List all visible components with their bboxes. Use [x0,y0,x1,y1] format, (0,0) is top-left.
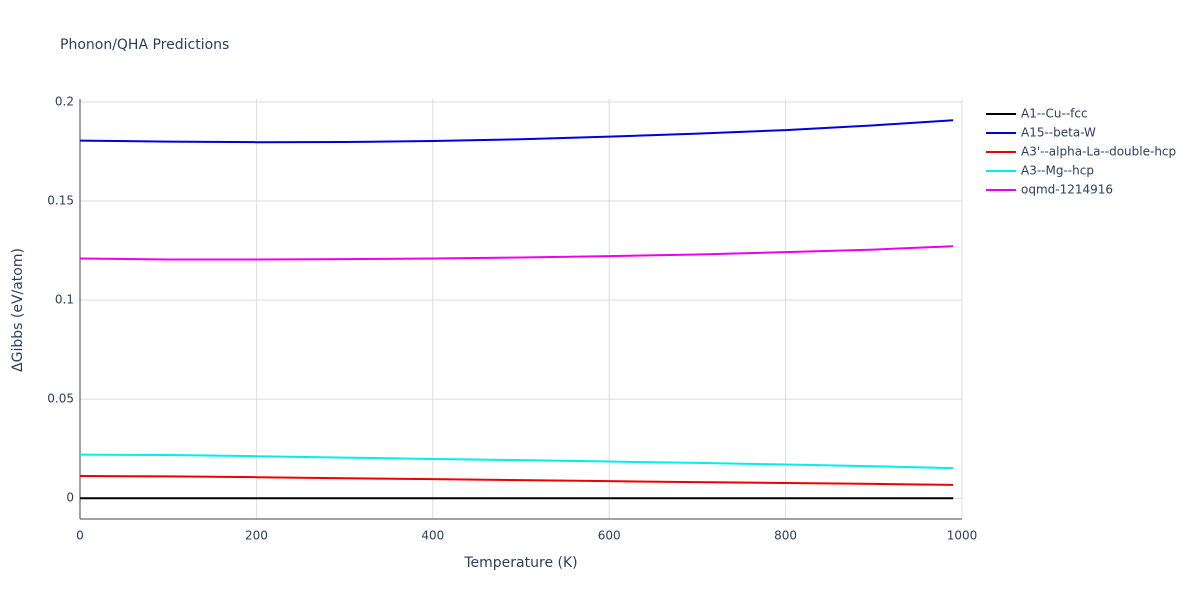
x-tick-label: 400 [421,529,444,543]
legend-label: A1--Cu--fcc [1021,107,1088,121]
chart-title: Phonon/QHA Predictions [60,37,229,53]
legend-label: A3'--alpha-La--double-hcp [1021,145,1176,159]
series-line [79,475,954,486]
legend-label: A3--Mg--hcp [1021,164,1094,178]
y-tick-label: 0 [66,491,74,505]
series-line [79,119,954,144]
y-tick-label: 0.2 [55,94,74,108]
legend-label: oqmd-1214916 [1021,183,1113,197]
y-tick-label: 0.15 [47,194,74,208]
x-tick-label: 200 [245,529,268,543]
x-tick-label: 800 [774,529,797,543]
x-tick-label: 0 [76,529,84,543]
series-line [79,453,954,470]
y-tick-label: 0.1 [55,293,74,307]
y-tick-label: 0.05 [47,392,74,406]
x-axis-label: Temperature (K) [463,555,577,571]
x-tick-label: 600 [598,529,621,543]
y-axis-label: ΔGibbs (eV/atom) [10,248,26,372]
series-line [79,245,954,261]
x-tick-label: 1000 [947,529,978,543]
legend-label: A15--beta-W [1021,126,1096,140]
